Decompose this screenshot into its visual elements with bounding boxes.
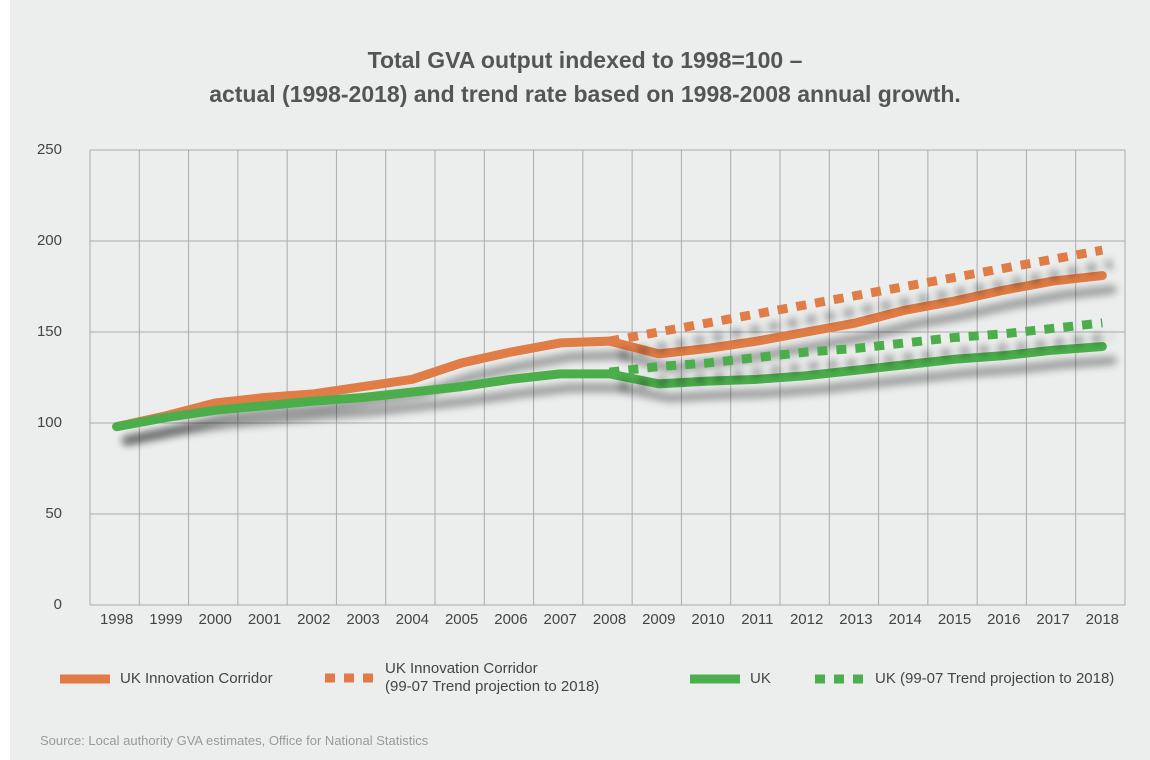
x-tick-label: 2002 — [297, 611, 330, 628]
x-tick-label: 2007 — [544, 611, 577, 628]
legend-swatch — [60, 674, 110, 684]
chart-title: Total GVA output indexed to 1998=100 – — [368, 47, 803, 73]
panel — [10, 0, 1150, 760]
legend-swatch — [690, 674, 740, 684]
x-tick-label: 2018 — [1086, 611, 1119, 628]
x-tick-label: 2012 — [790, 611, 823, 628]
series-line — [112, 342, 1107, 432]
y-tick-label: 100 — [37, 414, 62, 431]
legend-item: UK Innovation Corridor (99-07 Trend proj… — [325, 660, 599, 696]
chart: Total GVA output indexed to 1998=100 – a… — [37, 47, 1126, 628]
legend-swatch — [325, 673, 375, 683]
x-tick-label: 1999 — [149, 611, 182, 628]
legend-swatch — [815, 674, 865, 684]
legend: UK Innovation Corridor UK Innovation Corr… — [0, 660, 1150, 710]
x-tick-label: 2013 — [839, 611, 872, 628]
y-tick-label: 0 — [54, 596, 62, 613]
legend-label: UK — [750, 670, 771, 687]
legend-item: UK — [690, 670, 771, 688]
x-tick-label: 2010 — [691, 611, 724, 628]
x-tick-label: 2005 — [445, 611, 478, 628]
x-tick-label: 2016 — [987, 611, 1020, 628]
x-tick-label: 2014 — [889, 611, 922, 628]
x-tick-label: 2000 — [199, 611, 232, 628]
x-tick-label: 2009 — [642, 611, 675, 628]
chart-title: actual (1998-2018) and trend rate based … — [209, 81, 961, 107]
y-tick-label: 250 — [37, 141, 62, 158]
x-tick-label: 2004 — [396, 611, 429, 628]
series-line — [609, 318, 1103, 377]
x-tick-label: 2017 — [1036, 611, 1069, 628]
x-tick-label: 2006 — [494, 611, 527, 628]
x-tick-label: 1998 — [100, 611, 133, 628]
y-tick-label: 200 — [37, 232, 62, 249]
legend-label: UK (99-07 Trend projection to 2018) — [875, 670, 1115, 687]
x-tick-label: 2003 — [346, 611, 379, 628]
x-tick-label: 2008 — [593, 611, 626, 628]
x-tick-label: 2011 — [741, 611, 773, 628]
x-tick-label: 2001 — [248, 611, 281, 628]
y-tick-label: 50 — [45, 505, 62, 522]
legend-label: UK Innovation Corridor (99-07 Trend proj… — [385, 660, 600, 695]
legend-item: UK (99-07 Trend projection to 2018) — [815, 670, 1114, 688]
series-line — [608, 245, 1104, 346]
x-tick-label: 2015 — [938, 611, 971, 628]
legend-label: UK Innovation Corridor — [120, 670, 273, 687]
y-tick-label: 150 — [37, 323, 62, 340]
legend-item: UK Innovation Corridor — [60, 670, 273, 688]
source-note: Source: Local authority GVA estimates, O… — [40, 733, 429, 748]
